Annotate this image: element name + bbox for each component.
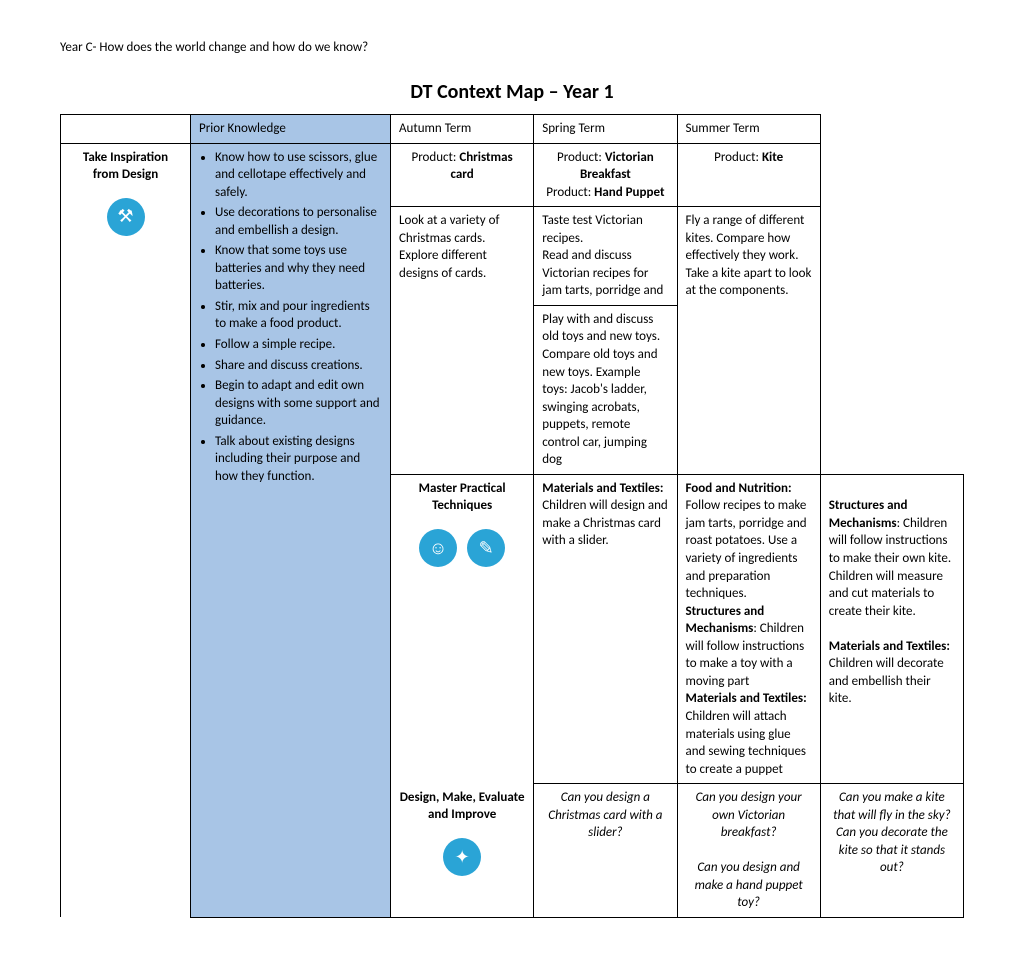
prior-bullet: Stir, mix and pour ingredients to make a… — [215, 298, 382, 333]
take-spring-b: Play with and discuss old toys and new t… — [534, 305, 677, 474]
body-text: Follow recipes to make jam tarts, porrid… — [686, 498, 807, 601]
blank-corner — [61, 115, 191, 144]
body-text: Children will attach materials using glu… — [686, 709, 807, 777]
row-design-make: Design, Make, Evaluate and Improve ✦ — [391, 784, 534, 918]
row-label-text: Master Practical Techniques — [399, 480, 525, 515]
prior-bullet: Know that some toys use batteries and wh… — [215, 242, 382, 295]
master-autumn: Materials and Textiles: Children will de… — [534, 474, 677, 783]
product-prefix: Product: — [714, 150, 762, 165]
product-prefix: Product: — [546, 185, 594, 200]
paint-icon: ✦ — [443, 838, 481, 876]
bold-label: Materials and Textiles: — [542, 481, 663, 496]
product-name: Hand Puppet — [594, 185, 664, 200]
design-summer: Can you make a kite that will fly in the… — [820, 784, 963, 918]
prior-bullet: Know how to use scissors, glue and cello… — [215, 149, 382, 202]
product-prefix: Product: — [557, 150, 605, 165]
master-spring: Food and Nutrition: Follow recipes to ma… — [677, 474, 820, 783]
col-prior-knowledge: Prior Knowledge — [191, 115, 391, 144]
product-prefix: Product: — [412, 150, 460, 165]
row-label-text: Design, Make, Evaluate and Improve — [399, 789, 525, 824]
product-summer: Product: Kite — [677, 143, 820, 207]
prior-bullet: Follow a simple recipe. — [215, 336, 382, 354]
prior-bullet-list: Know how to use scissors, glue and cello… — [199, 149, 382, 486]
product-autumn: Product: Christmas card — [391, 143, 534, 207]
page-title: DT Context Map – Year 1 — [60, 80, 964, 104]
design-spring: Can you design your own Victorian breakf… — [677, 784, 820, 918]
product-name: Kite — [762, 150, 783, 165]
question-text: Can you make a kite that will fly in the… — [829, 789, 955, 824]
bold-label: Materials and Textiles: — [686, 691, 807, 706]
col-autumn: Autumn Term — [391, 115, 534, 144]
row-take-inspiration: Take Inspiration from Design ⚒ — [61, 143, 191, 917]
context-map-table: Prior Knowledge Autumn Term Spring Term … — [60, 114, 964, 918]
question-text: Can you design your own Victorian breakf… — [686, 789, 812, 842]
bold-label: Food and Nutrition: — [686, 481, 792, 496]
person-icon: ✎ — [467, 529, 505, 567]
take-autumn: Look at a variety of Christmas cards. Ex… — [391, 207, 534, 475]
bold-label: Materials and Textiles: — [829, 639, 950, 654]
product-name: Christmas card — [451, 150, 513, 183]
prior-bullet: Begin to adapt and edit own designs with… — [215, 377, 382, 430]
col-summer: Summer Term — [677, 115, 820, 144]
prior-bullet: Talk about existing designs including th… — [215, 433, 382, 486]
question-text: Can you design and make a hand puppet to… — [686, 859, 812, 912]
product-spring: Product: Victorian Breakfast Product: Ha… — [534, 143, 677, 207]
prior-knowledge-cell: Know how to use scissors, glue and cello… — [191, 143, 391, 917]
design-autumn: Can you design a Christmas card with a s… — [534, 784, 677, 918]
prior-bullet: Share and discuss creations. — [215, 357, 382, 375]
take-summer: Fly a range of different kites. Compare … — [677, 207, 820, 475]
question-text: Can you decorate the kite so that it sta… — [829, 824, 955, 877]
body-text: Children will decorate and embellish the… — [829, 656, 944, 706]
page-header: Year C- How does the world change and ho… — [60, 40, 964, 55]
body-text: : Children will follow instructions to m… — [829, 516, 951, 619]
master-summer: Structures and Mechanisms: Children will… — [820, 474, 963, 783]
row-label-text: Take Inspiration from Design — [69, 149, 182, 184]
compass-icon: ⚒ — [107, 198, 145, 236]
prior-bullet: Use decorations to personalise and embel… — [215, 204, 382, 239]
col-spring: Spring Term — [534, 115, 677, 144]
row-master-practical: Master Practical Techniques ☺ ✎ — [391, 474, 534, 783]
body-text: Children will design and make a Christma… — [542, 498, 667, 548]
head-icon: ☺ — [419, 529, 457, 567]
take-spring-a: Taste test Victorian recipes. Read and d… — [534, 207, 677, 306]
